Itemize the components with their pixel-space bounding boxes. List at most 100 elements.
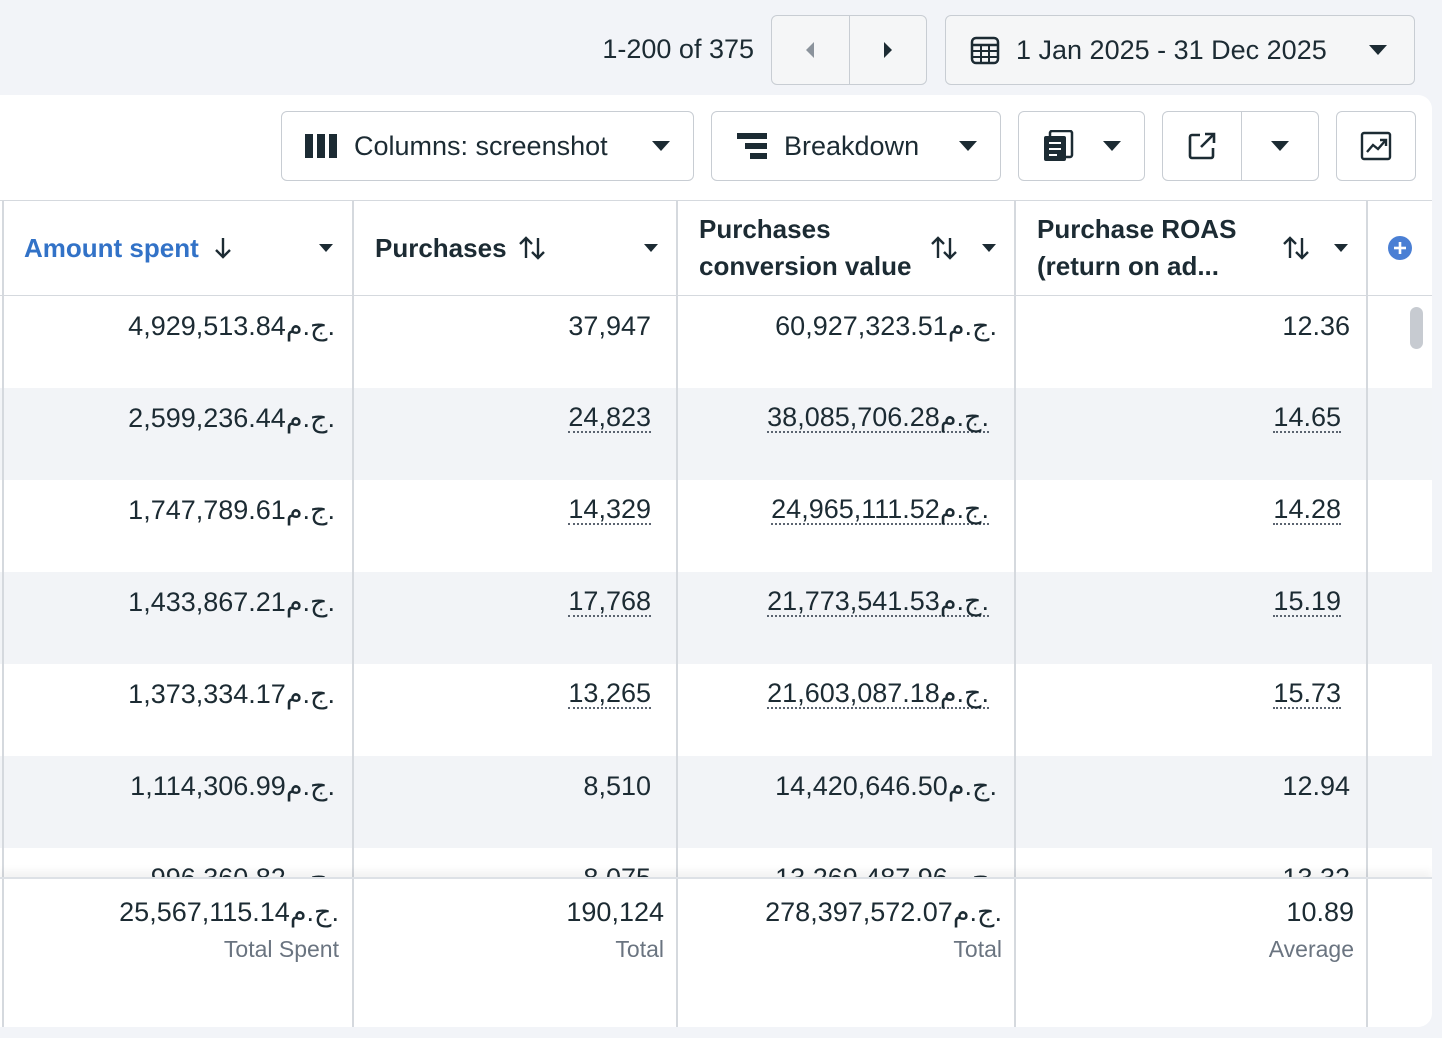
cell-value: 1,747,789.61ج.م. xyxy=(128,495,335,525)
sort-icon[interactable] xyxy=(1281,235,1311,261)
column-menu-chevron-icon[interactable] xyxy=(643,243,659,253)
cell-conversion-value[interactable]: 21,773,541.53ج.م. xyxy=(677,572,1015,664)
table-row: 1,114,306.99ج.م. 8,510 14,420,646.50ج.م. 12… xyxy=(0,756,1432,848)
cell-value[interactable]: 15.19 xyxy=(1273,586,1341,618)
columns-button[interactable]: Columns: screenshot xyxy=(281,111,694,181)
total-roas: 10.89 Average xyxy=(1015,879,1367,963)
next-page-button[interactable] xyxy=(848,16,927,84)
cell-purchases[interactable]: 24,823 xyxy=(353,388,677,480)
export-options-button[interactable] xyxy=(1242,112,1318,180)
cell-value: 1,433,867.21ج.م. xyxy=(128,587,335,617)
reports-icon xyxy=(1044,130,1074,161)
reports-button[interactable] xyxy=(1018,111,1145,181)
cell-roas[interactable]: 15.19 xyxy=(1015,572,1367,664)
column-header-label: Amount spent xyxy=(24,232,199,263)
date-range-picker[interactable]: 1 Jan 2025 - 31 Dec 2025 xyxy=(945,15,1415,85)
breakdown-label: Breakdown xyxy=(784,130,920,161)
table-row: 1,373,334.17ج.م. 13,265 21,603,087.18ج.م. 1… xyxy=(0,664,1432,756)
cell-value: 4,929,513.84ج.م. xyxy=(128,311,335,341)
chevron-down-icon xyxy=(1103,141,1121,151)
cell-value[interactable]: 15.73 xyxy=(1273,678,1341,710)
cell-conversion-value[interactable]: 21,603,087.18ج.م. xyxy=(677,664,1015,756)
column-header-label-line1: Purchase ROAS xyxy=(1037,214,1237,244)
chevron-down-icon xyxy=(1369,45,1387,55)
column-header-conversion-value[interactable]: Purchases conversion value xyxy=(677,201,1015,295)
cell-roas[interactable]: 15.73 xyxy=(1015,664,1367,756)
column-divider xyxy=(352,879,354,1027)
cell-amount-spent: 1,373,334.17ج.م. xyxy=(0,664,352,756)
table-row: 2,599,236.44ج.م. 24,823 38,085,706.28ج.م. 1… xyxy=(0,388,1432,480)
pagination-range: 1-200 of 375 xyxy=(602,34,754,64)
cell-value[interactable]: 14.28 xyxy=(1273,494,1341,526)
total-label: Total xyxy=(953,936,1002,962)
cell-roas[interactable]: 14.28 xyxy=(1015,480,1367,572)
column-menu-chevron-icon[interactable] xyxy=(318,243,334,253)
total-label: Total xyxy=(615,936,664,962)
column-divider xyxy=(1366,200,1368,1027)
cell-value[interactable]: 24,965,111.52ج.م. xyxy=(771,494,989,526)
column-divider xyxy=(352,200,354,1027)
plus-circle-icon xyxy=(1387,236,1412,260)
sort-icon[interactable] xyxy=(929,235,959,261)
export-button[interactable] xyxy=(1163,112,1242,180)
cell-conversion-value: 14,420,646.50ج.م. xyxy=(677,756,1015,848)
table-row: 1,433,867.21ج.م. 17,768 21,773,541.53ج.م. 1… xyxy=(0,572,1432,664)
calendar-icon xyxy=(970,36,1000,65)
column-header-label-line2: (return on ad... xyxy=(1037,251,1219,281)
cell-value[interactable]: 13,265 xyxy=(568,678,651,710)
top-bar: 1-200 of 375 1 Jan 2025 - 31 Dec 2025 xyxy=(0,0,1442,96)
cell-conversion-value[interactable]: 38,085,706.28ج.م. xyxy=(677,388,1015,480)
cell-roas[interactable]: 14.65 xyxy=(1015,388,1367,480)
total-value: 10.89 xyxy=(1286,897,1354,927)
column-header-roas[interactable]: Purchase ROAS (return on ad... xyxy=(1015,201,1367,295)
column-divider xyxy=(1014,200,1016,1027)
total-conversion-value: 278,397,572.07ج.م. Total xyxy=(677,879,1015,963)
cell-purchases[interactable]: 17,768 xyxy=(353,572,677,664)
table-row: 4,929,513.84ج.م. 37,947 60,927,323.51ج.م. 1… xyxy=(0,296,1432,388)
cell-purchases[interactable]: 13,265 xyxy=(353,664,677,756)
chart-button[interactable] xyxy=(1336,111,1416,181)
column-divider xyxy=(676,879,678,1027)
cell-value[interactable]: 38,085,706.28ج.م. xyxy=(767,402,989,434)
sort-icon[interactable] xyxy=(517,235,547,261)
column-header-amount-spent[interactable]: Amount spent xyxy=(0,201,352,295)
column-header-label-line2: conversion value xyxy=(699,251,912,281)
cell-purchases: 37,947 xyxy=(353,296,677,388)
column-divider xyxy=(2,200,4,1027)
add-column-button[interactable] xyxy=(1367,201,1432,295)
column-header-label-line1: Purchases xyxy=(699,214,831,244)
column-divider xyxy=(1014,879,1016,1027)
cell-amount-spent: 1,114,306.99ج.م. xyxy=(0,756,352,848)
cell-purchases[interactable]: 14,329 xyxy=(353,480,677,572)
cell-value: 14,420,646.50ج.م. xyxy=(775,771,997,801)
total-amount-spent: 25,567,115.14ج.م. Total Spent xyxy=(0,879,352,963)
column-divider xyxy=(1366,879,1368,1027)
cell-value: 12.94 xyxy=(1282,771,1350,801)
table-header: Amount spent Purchases Purchase xyxy=(0,200,1432,296)
total-value: 190,124 xyxy=(566,897,664,927)
cell-value[interactable]: 24,823 xyxy=(568,402,651,434)
cell-value[interactable]: 14,329 xyxy=(568,494,651,526)
cell-amount-spent: 2,599,236.44ج.م. xyxy=(0,388,352,480)
cell-value[interactable]: 21,773,541.53ج.م. xyxy=(767,586,989,618)
column-header-purchases[interactable]: Purchases xyxy=(353,201,677,295)
total-purchases: 190,124 Total xyxy=(353,879,677,963)
cell-purchases: 8,510 xyxy=(353,756,677,848)
cell-value[interactable]: 21,603,087.18ج.م. xyxy=(767,678,989,710)
cell-value: 12.36 xyxy=(1282,311,1350,341)
cell-value[interactable]: 17,768 xyxy=(568,586,651,618)
chevron-down-icon xyxy=(1271,141,1289,151)
cell-value: 2,599,236.44ج.م. xyxy=(128,403,335,433)
column-menu-chevron-icon[interactable] xyxy=(1333,243,1349,253)
arrow-down-icon[interactable] xyxy=(213,236,233,260)
column-divider xyxy=(2,879,4,1027)
previous-page-button[interactable] xyxy=(772,16,849,84)
cell-value[interactable]: 14.65 xyxy=(1273,402,1341,434)
chevron-left-icon xyxy=(806,42,815,58)
column-menu-chevron-icon[interactable] xyxy=(981,243,997,253)
breakdown-icon xyxy=(737,133,767,159)
cell-conversion-value[interactable]: 24,965,111.52ج.م. xyxy=(677,480,1015,572)
columns-label: Columns: screenshot xyxy=(354,130,608,161)
vertical-scrollbar[interactable] xyxy=(1410,307,1423,349)
breakdown-button[interactable]: Breakdown xyxy=(711,111,1001,181)
